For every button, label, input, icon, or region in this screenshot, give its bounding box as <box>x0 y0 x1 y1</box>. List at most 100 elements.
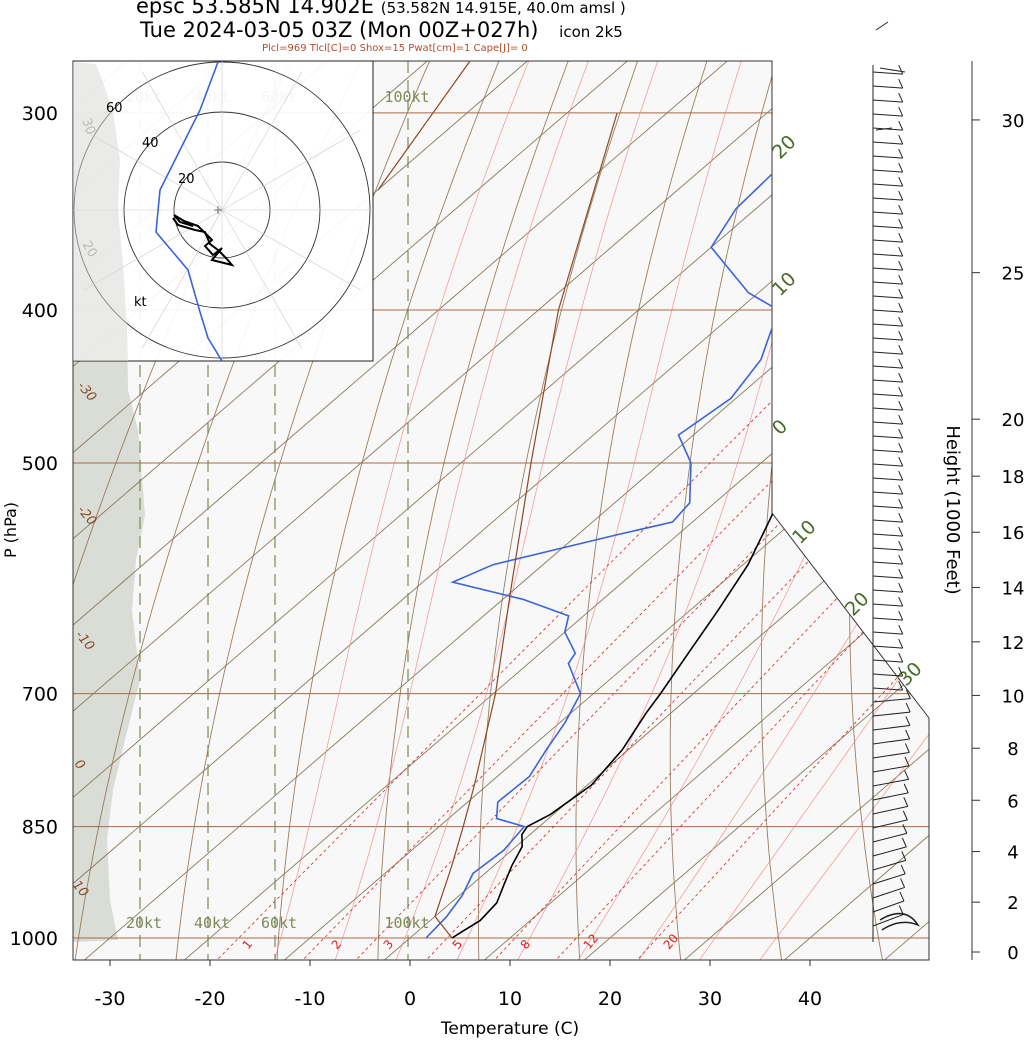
wind-barb <box>872 113 903 117</box>
wind-barb <box>872 561 903 565</box>
wind-barb-flag <box>898 456 904 467</box>
wind-barb <box>872 155 903 159</box>
wind-barb-flag <box>898 78 904 89</box>
wind-barb <box>872 589 903 593</box>
isotherm-line <box>73 61 929 960</box>
wind-barb-flag <box>898 905 904 915</box>
wind-barb <box>872 379 903 383</box>
wind-barb <box>872 617 903 621</box>
wind-barb <box>872 211 903 215</box>
wind-barb-flag <box>904 756 910 767</box>
height-tick-label: 14 <box>1002 578 1025 599</box>
temperature-tick-label: 20 <box>598 988 622 1010</box>
wind-barb-flag <box>898 596 904 607</box>
hodograph-faint-label: 30 <box>78 116 98 137</box>
isotherm-line <box>73 61 929 960</box>
wind-barb <box>872 127 903 131</box>
wind-barb <box>872 141 903 145</box>
wind-barb-flag <box>898 92 904 103</box>
wind-barb <box>872 365 903 369</box>
wind-barb <box>872 687 903 691</box>
dry-adiabat-line <box>477 61 815 960</box>
wind-barb-flag <box>901 851 907 861</box>
wind-scale-label: 100kt <box>384 914 429 932</box>
wind-barb <box>872 281 903 285</box>
wind-barb-flag <box>898 638 904 649</box>
wind-barb <box>872 900 905 913</box>
wind-barb-flag <box>903 783 909 794</box>
mixing-ratio-line <box>483 309 929 960</box>
hodograph-center-mark: + <box>213 203 223 217</box>
wind-barb-flag <box>898 190 904 201</box>
moist-adiabat-line <box>330 61 682 960</box>
wind-barb-flag <box>898 344 904 355</box>
wind-barb <box>872 519 903 523</box>
wind-barb-flag <box>898 134 904 145</box>
parcel-profile-line <box>434 112 618 939</box>
wind-barb-flag <box>898 414 904 425</box>
wind-barb <box>872 873 906 885</box>
wind-barb <box>872 505 903 509</box>
mixing-ratio-line <box>291 309 929 960</box>
wind-barb-flag <box>898 358 904 369</box>
wind-barb-flag <box>898 218 904 229</box>
dewpoint-profile-line-upper <box>155 61 223 361</box>
wind-barb-flag <box>898 484 904 495</box>
wind-barb <box>872 711 911 717</box>
wind-barb <box>875 21 906 131</box>
chart-title: epsc 53.585N 14.902E (53.582N 14.915E, 4… <box>136 0 626 18</box>
moist-adiabat-line <box>690 61 929 960</box>
wind-barb-cluster <box>879 912 920 931</box>
wind-barb-flag <box>898 526 904 537</box>
wind-barb <box>872 309 903 313</box>
wind-barb <box>872 225 903 229</box>
valid-time: Tue 2024-03-05 03Z (Mon 00Z+027h) <box>140 18 539 42</box>
dry-adiabat-line <box>575 61 873 960</box>
isotherm-line <box>270 61 929 960</box>
station-title: epsc 53.585N 14.902E <box>136 0 375 18</box>
dry-adiabat-line <box>275 61 699 960</box>
hodograph-faint-label: 20 <box>79 239 100 261</box>
wind-barb <box>872 886 905 899</box>
isotherm-line <box>570 61 929 960</box>
wind-barb-flag <box>905 689 911 699</box>
height-tick-label: 12 <box>1002 633 1025 654</box>
wind-barb-flag <box>898 680 904 691</box>
wind-barb-column <box>872 21 920 942</box>
temperature-tick-label: 0 <box>404 988 416 1010</box>
wind-barb-flag <box>898 274 904 285</box>
temperature-tick-label: -30 <box>94 988 125 1010</box>
wind-barb-flag <box>898 162 904 173</box>
height-tick-label: 2 <box>1007 893 1018 914</box>
pressure-tick-label: 850 <box>22 817 58 839</box>
hodograph-spoke <box>221 209 361 291</box>
wind-barb-flag <box>898 582 904 593</box>
wind-barb <box>872 267 903 271</box>
wind-barb-flag <box>904 743 910 753</box>
wind-barb <box>872 491 903 495</box>
wind-barb <box>872 859 906 871</box>
mixing-ratio-line <box>626 309 929 960</box>
mixing-ratio-line <box>205 309 864 960</box>
wind-barb-flag <box>905 716 911 726</box>
isotherm-line <box>73 61 929 960</box>
wind-barb-flag <box>900 878 906 888</box>
wind-barb <box>872 819 908 829</box>
height-tick-label: 16 <box>1002 523 1025 544</box>
hodograph-spoke <box>221 209 303 349</box>
wind-barb <box>872 778 909 787</box>
wind-barb-flag <box>904 770 910 780</box>
wind-barb <box>872 323 903 327</box>
wind-barb-flag <box>905 702 911 713</box>
height-tick-label: 8 <box>1007 739 1018 760</box>
hodograph-trace <box>172 214 235 267</box>
moist-adiabat-line <box>270 61 628 960</box>
height-tick-label: 6 <box>1007 791 1018 812</box>
height-tick-label: 20 <box>1002 410 1025 431</box>
y2-axis-label: Height (1000 Feet) <box>942 425 963 594</box>
wind-barb-flag <box>900 864 906 875</box>
mixing-ratio-line <box>415 309 929 960</box>
wind-barb-flag <box>898 400 904 411</box>
isotherm-line <box>73 61 929 960</box>
